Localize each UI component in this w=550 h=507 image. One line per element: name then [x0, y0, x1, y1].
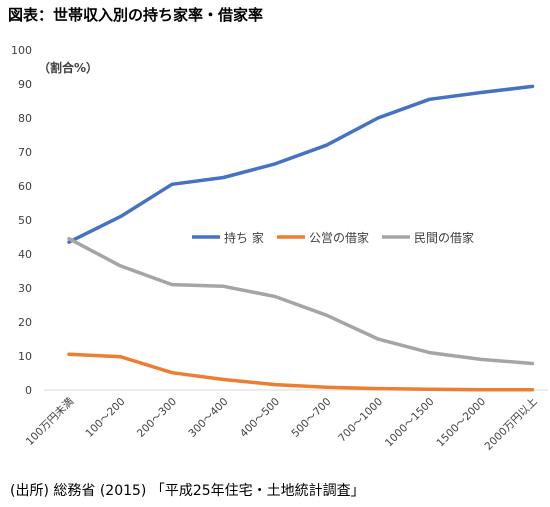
- series-point: [119, 355, 122, 359]
- series-point: [531, 388, 534, 392]
- series-point: [67, 352, 71, 356]
- line-chart: 0 10 20 30 40 50 60 70 80 90 100 （割合%） 100万円未満 100～20…: [11, 44, 548, 453]
- legend-label: 民間の借家: [414, 230, 474, 245]
- legend: 持ち 家 公営の借家 民間の借家: [192, 230, 474, 245]
- series-line-2: [67, 352, 535, 392]
- y-tick-label: 40: [18, 248, 32, 261]
- page-title: 図表：世帯収入別の持ち家率・借家率: [8, 6, 264, 24]
- x-tick-label: 2000万円以上: [483, 396, 540, 453]
- legend-label: 公営の借家: [309, 230, 369, 245]
- legend-label: 持ち 家: [224, 230, 264, 245]
- series-point: [325, 385, 328, 389]
- series-point: [531, 361, 534, 365]
- series-point: [428, 387, 431, 391]
- series-line-1: [67, 84, 535, 244]
- x-tick-label: 700～1000: [336, 396, 385, 445]
- y-tick-label: 70: [18, 146, 32, 159]
- y-tick-label: 20: [18, 316, 32, 329]
- y-axis-label: （割合%）: [38, 60, 98, 75]
- x-tick-label: 100～200: [83, 396, 127, 440]
- series-point: [170, 371, 174, 375]
- series-point: [170, 182, 174, 186]
- x-tick-label: 1500～2000: [434, 396, 488, 450]
- series-point: [479, 91, 483, 94]
- series-point: [376, 116, 380, 120]
- x-tick-label: 200～300: [135, 396, 179, 440]
- y-tick-label: 10: [18, 350, 32, 363]
- x-tick-label: 500～700: [289, 396, 333, 440]
- y-tick-label: 100: [11, 44, 32, 57]
- series-point: [222, 176, 225, 179]
- series-layer: [67, 84, 535, 392]
- y-tick-label: 80: [18, 112, 32, 125]
- series-point: [67, 240, 71, 244]
- x-tick-label: 300～400: [186, 396, 230, 440]
- series-line-3: [67, 236, 535, 366]
- series-point: [119, 215, 122, 219]
- series-point: [273, 162, 277, 166]
- series-point: [273, 383, 277, 387]
- y-tick-label: 30: [18, 282, 32, 295]
- series-point: [222, 377, 225, 381]
- y-tick-label: 90: [18, 78, 32, 91]
- series-point: [479, 357, 483, 361]
- x-tick-label: 400～500: [238, 396, 282, 440]
- series-point: [428, 351, 431, 355]
- x-tick-label: 1000～1500: [383, 396, 437, 450]
- series-point: [273, 295, 277, 298]
- y-tick-label: 50: [18, 214, 32, 227]
- x-tick-label: 100万円未満: [24, 395, 77, 448]
- series-point: [325, 313, 328, 317]
- source-note: (出所) 総務省 (2015) 「平成25年住宅・土地統計調査」: [10, 483, 365, 499]
- series-point: [376, 337, 380, 341]
- series-point: [119, 264, 122, 268]
- series-point: [67, 237, 71, 241]
- series-point: [479, 388, 483, 392]
- y-tick-label: 0: [25, 384, 32, 397]
- series-point: [222, 284, 225, 288]
- series-point: [531, 84, 534, 88]
- axis-layer: 0 10 20 30 40 50 60 70 80 90 100 （割合%） 100万円未満 100～20…: [11, 44, 548, 453]
- y-tick-label: 60: [18, 180, 32, 193]
- series-point: [170, 283, 174, 287]
- series-point: [428, 97, 431, 101]
- series-point: [376, 387, 380, 391]
- series-point: [325, 143, 328, 147]
